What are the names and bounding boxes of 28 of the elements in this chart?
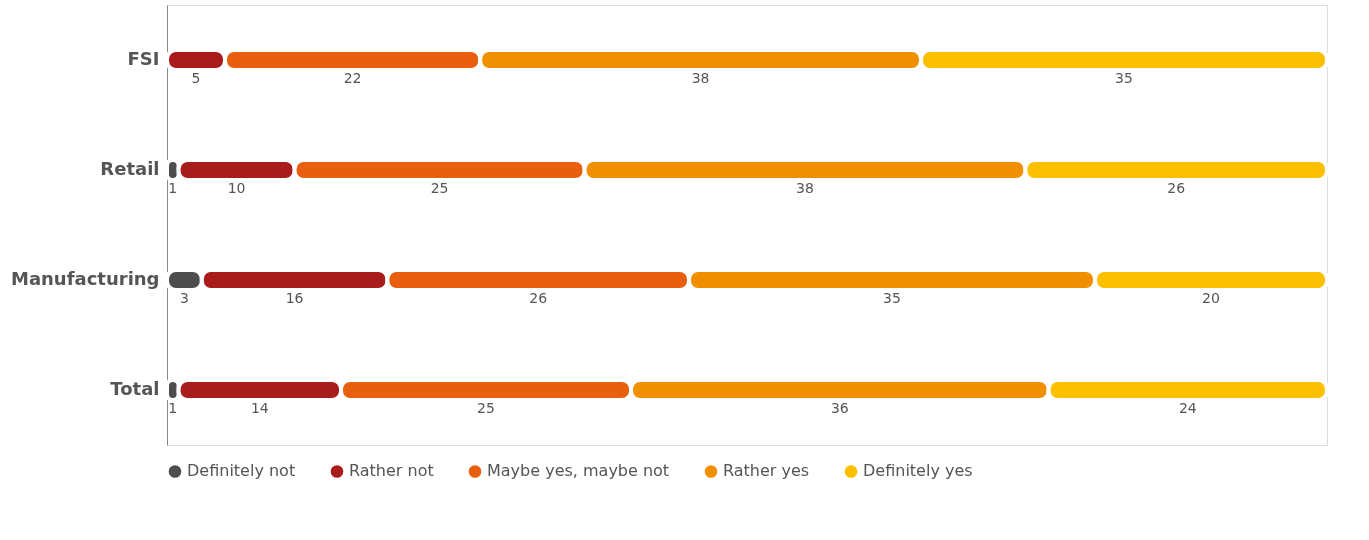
- data-label: 10: [227, 180, 246, 196]
- data-label: 24: [1178, 400, 1197, 416]
- legend-label: Rather not: [349, 461, 434, 481]
- data-label: 16: [285, 290, 304, 306]
- y-tick-label: Retail: [100, 158, 160, 179]
- data-label: 3: [179, 290, 189, 306]
- data-label: 14: [250, 400, 269, 416]
- data-label: 20: [1202, 290, 1220, 306]
- data-label: 5: [191, 70, 201, 86]
- data-label: 26: [1167, 180, 1186, 196]
- data-label: 25: [430, 180, 449, 196]
- legend-label: Rather yes: [723, 461, 810, 481]
- data-label: 1: [168, 180, 178, 196]
- data-label: 1: [168, 400, 178, 416]
- legend-label: Maybe yes, maybe not: [487, 461, 670, 481]
- data-label: 26: [529, 290, 548, 306]
- data-label: 38: [796, 180, 814, 196]
- data-label: 35: [883, 290, 901, 306]
- y-tick-label: FSI: [127, 48, 160, 69]
- legend-label: Definitely not: [187, 461, 296, 481]
- data-label: 36: [830, 400, 849, 416]
- y-tick-label: Manufacturing: [11, 268, 160, 289]
- data-label: 22: [343, 70, 362, 86]
- y-tick-label: Total: [110, 378, 160, 399]
- data-label: 38: [691, 70, 710, 86]
- legend-label: Definitely yes: [863, 461, 973, 481]
- data-label: 25: [477, 400, 495, 416]
- data-label: 35: [1115, 70, 1133, 86]
